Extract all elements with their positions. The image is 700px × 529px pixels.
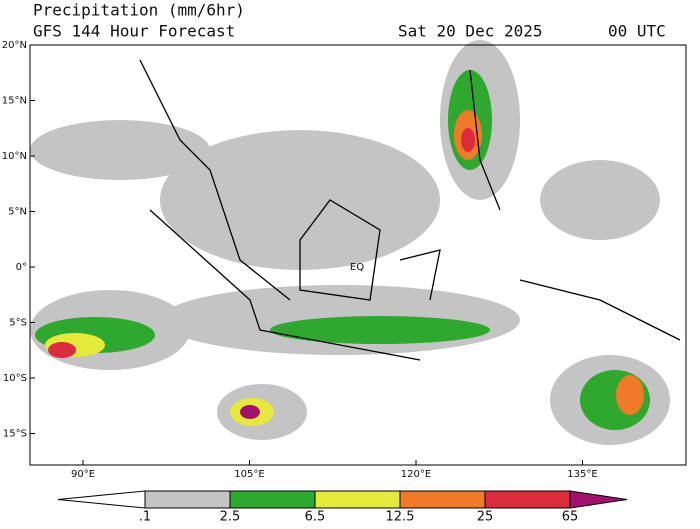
colorbar-box: [399, 490, 486, 509]
lat-label: 20°N: [2, 40, 27, 51]
colorbar-label: .1: [139, 510, 151, 525]
precip-area: [270, 316, 490, 344]
lat-label: 10°N: [2, 151, 27, 162]
precip-area: [240, 405, 260, 419]
equator-label: EQ: [350, 262, 364, 273]
precip-area: [540, 160, 660, 240]
lat-label: 5°N: [8, 207, 27, 218]
lat-label: 15°N: [2, 96, 27, 107]
title: Precipitation (mm/6hr): [33, 1, 245, 20]
lon-label: 90°E: [71, 469, 95, 480]
subtitle: GFS 144 Hour Forecast: [33, 22, 235, 41]
lat-label: 10°S: [3, 373, 27, 384]
map-field: EQ: [29, 40, 687, 466]
coastline: [139, 59, 681, 361]
colorbar-label: 25: [477, 510, 494, 525]
lat-label: 15°S: [3, 429, 27, 440]
colorbar-label: 2.5: [220, 510, 241, 525]
map-frame: [29, 44, 687, 466]
precip-area: [160, 130, 440, 270]
lon-label: 105°E: [234, 469, 264, 480]
lon-label: 120°E: [401, 469, 431, 480]
colorbar-box: [229, 490, 316, 509]
colorbar-box: [314, 490, 401, 509]
date: Sat 20 Dec 2025: [398, 22, 543, 41]
colorbar-label: 65: [562, 510, 579, 525]
lon-label: 135°E: [567, 469, 597, 480]
time: 00 UTC: [608, 22, 666, 41]
colorbar-box: [144, 490, 231, 509]
colorbar-label: 12.5: [386, 510, 415, 525]
colorbar-end: [569, 490, 628, 509]
colorbar-label: 6.5: [305, 510, 326, 525]
precip-area: [616, 375, 644, 415]
precip-area: [30, 120, 210, 180]
colorbar-end: [57, 490, 146, 509]
lat-label: 5°S: [9, 318, 27, 329]
precip-area: [461, 128, 475, 152]
colorbar-box: [484, 490, 571, 509]
lat-label: 0°: [16, 262, 27, 273]
precip-area: [48, 342, 76, 358]
